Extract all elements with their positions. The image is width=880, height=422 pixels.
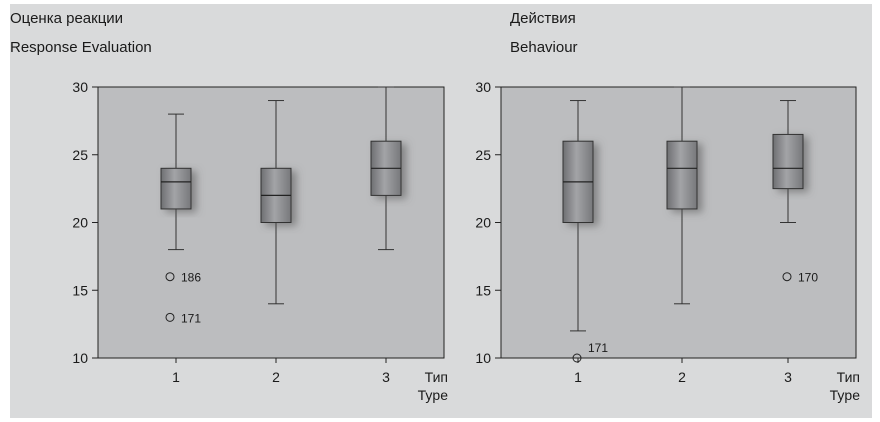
right-xtick-label: 3 [784,369,792,385]
right-title-ru: Действия [510,10,576,27]
left-ytick-label: 25 [72,147,88,163]
right-ytick-label: 10 [475,350,491,366]
left-ytick-label: 10 [72,350,88,366]
left-title-en: Response Evaluation [10,39,152,56]
right-box-3 [772,100,804,223]
box-iqr [160,167,192,210]
left-outlier-point [165,312,175,322]
left-xlabel-en: Type [418,387,449,403]
left-box-1 [160,113,192,251]
left-box-2 [260,100,292,305]
left-box-3 [370,86,402,251]
right-ytick-label: 25 [475,147,491,163]
left-ytick-label: 15 [72,282,88,298]
right-ytick-label: 30 [475,79,491,95]
left-xlabel-ru: Тип [425,369,448,385]
left-xtick-label: 3 [382,369,390,385]
box-iqr [772,133,804,190]
right-title-en: Behaviour [510,39,578,56]
right-plot-area [500,86,857,359]
right-outlier-point [572,353,582,363]
left-ytick-label: 30 [72,79,88,95]
left-chart: 10 15 20 25 30 1 2 3 Тип Type 186 171 [72,79,448,403]
figure-background: Оценка реакции Response Evaluation Дейст… [10,4,872,418]
right-xtick-label: 1 [574,369,582,385]
left-outlier-label: 186 [181,271,201,285]
boxplot-figure: Оценка реакции Response Evaluation Дейст… [10,10,860,403]
right-outlier-point [782,272,792,282]
right-box-1 [562,100,594,332]
left-ytick-label: 20 [72,215,88,231]
box-iqr [666,140,698,210]
left-outlier-point [165,272,175,282]
left-title-ru: Оценка реакции [10,10,123,27]
right-xlabel-ru: Тип [837,369,860,385]
right-ytick-label: 15 [475,282,491,298]
right-ytick-label: 20 [475,215,491,231]
left-outlier-label: 171 [181,311,201,325]
right-outlier-label: 171 [588,341,608,355]
right-xlabel-en: Type [830,387,861,403]
right-box-2 [666,86,698,305]
right-outlier-label: 170 [798,271,818,285]
right-chart: 10 15 20 25 30 1 2 3 Тип Type 171 170 [475,79,860,403]
left-xtick-label: 1 [172,369,180,385]
left-xtick-label: 2 [272,369,280,385]
right-xtick-label: 2 [678,369,686,385]
